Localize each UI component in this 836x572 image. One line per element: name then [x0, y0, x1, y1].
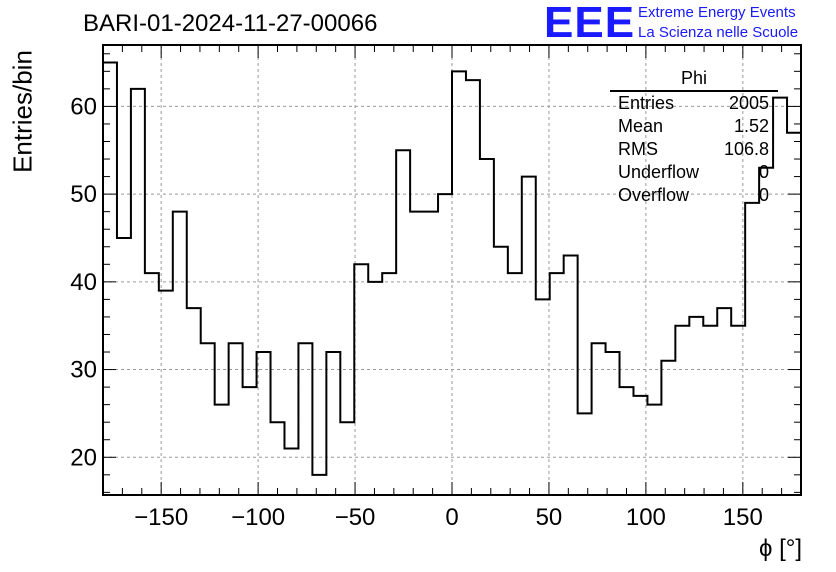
x-tick-label: −100: [231, 504, 285, 531]
stats-value: 0: [758, 162, 769, 182]
stats-label: RMS: [618, 139, 658, 159]
x-tick-label: 0: [445, 504, 458, 531]
y-tick-label: 60: [70, 93, 97, 120]
y-tick-label: 40: [70, 269, 97, 296]
histogram-series-line: [102, 61, 802, 495]
eee-logo-text: Extreme Energy Events La Scienza nelle S…: [638, 3, 798, 43]
stats-label: Entries: [618, 93, 675, 113]
stats-row-rms: RMS 106.8: [610, 138, 778, 161]
stats-value: 0: [758, 185, 769, 205]
stats-row-overflow: Overflow 0: [610, 184, 778, 207]
eee-logo: EEE: [544, 0, 636, 47]
logo-line-2: La Scienza nelle Scuole: [638, 24, 799, 41]
stats-row-entries: Entries 2005: [610, 92, 778, 115]
chart-title: BARI-01-2024-11-27-00066: [83, 10, 378, 37]
stats-title: Phi: [610, 68, 778, 92]
axis-ticks: [102, 45, 802, 495]
stats-row-mean: Mean 1.52: [610, 115, 778, 138]
stats-label: Mean: [618, 116, 664, 136]
stats-value: 1.52: [733, 116, 769, 136]
x-tick-labels: −150 −100 −50 0 50 100 150: [134, 504, 763, 531]
x-tick-label: 50: [536, 504, 563, 531]
y-axis-label: Entries/bin: [7, 50, 38, 173]
y-tick-label: 30: [70, 357, 97, 384]
x-tick-label: 100: [626, 504, 666, 531]
stats-label: Overflow: [618, 185, 690, 205]
y-tick-label: 20: [70, 444, 97, 471]
x-axis-label: ϕ [°]: [758, 535, 802, 562]
stats-label: Underflow: [618, 162, 700, 182]
x-tick-label: 150: [723, 504, 763, 531]
stats-value: 106.8: [723, 139, 769, 159]
y-tick-label: 50: [70, 181, 97, 208]
stats-value: 2005: [728, 93, 769, 113]
y-tick-labels: 20 30 40 50 60: [70, 93, 97, 471]
stats-box: Phi Entries 2005 Mean 1.52 RMS 106.8 Und…: [610, 68, 778, 207]
stats-row-underflow: Underflow 0: [610, 161, 778, 184]
logo-line-1: Extreme Energy Events: [638, 4, 796, 21]
x-tick-label: −50: [335, 504, 376, 531]
x-tick-label: −150: [134, 504, 188, 531]
